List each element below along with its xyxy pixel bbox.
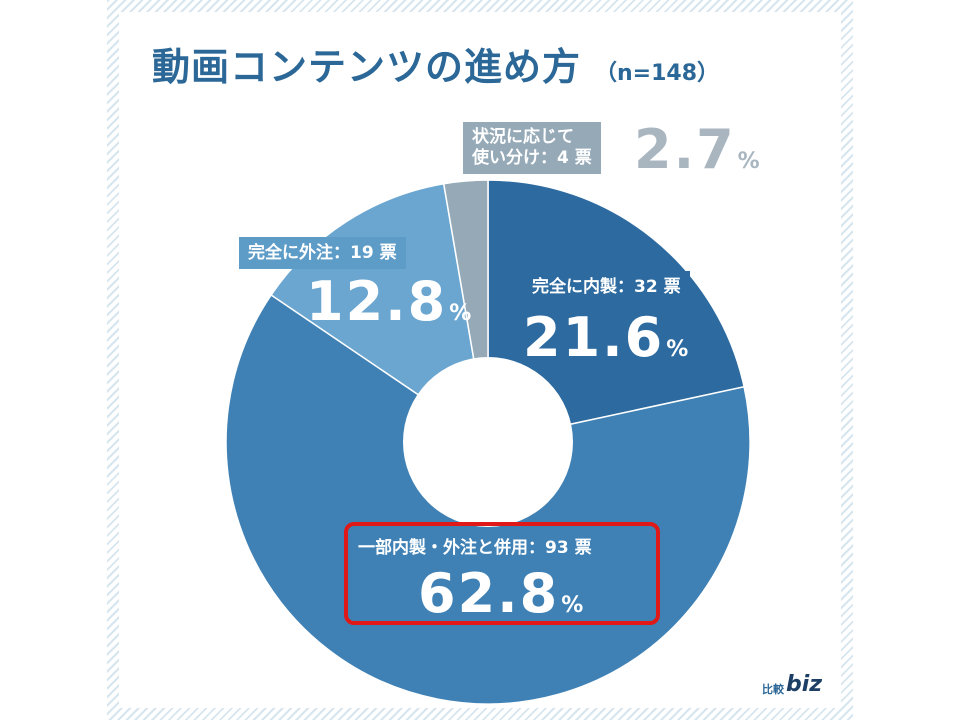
pct-value: 12.8 bbox=[306, 270, 448, 333]
slice-full-inhouse bbox=[487, 179, 746, 443]
slice-label-text: 完全に外注：19 票 bbox=[248, 243, 397, 263]
hikaku-biz-logo: 比較 biz bbox=[762, 674, 822, 696]
slice-label-full-outsource: 完全に外注：19 票 bbox=[239, 237, 406, 269]
slice-label-line: 使い分け：4 票 bbox=[472, 148, 592, 168]
slice-label-text: 完全に内製：32 票 bbox=[532, 277, 681, 297]
slice-label-text: 一部内製・外注と併用：93 票 bbox=[358, 538, 592, 558]
title-row: 動画コンテンツの進め方 （n=148） bbox=[152, 36, 719, 92]
pct-value: 2.7 bbox=[634, 118, 736, 181]
logo-jp-text: 比較 bbox=[762, 683, 784, 696]
slice-label-line: 状況に応じて bbox=[472, 127, 574, 147]
pct-value: 62.8 bbox=[418, 562, 560, 625]
sample-size: （n=148） bbox=[595, 61, 720, 86]
slice-pct-partial-outsource: 62.8% bbox=[418, 562, 583, 625]
pct-unit: % bbox=[449, 301, 472, 326]
slice-pct-case-by-case: 2.7% bbox=[634, 118, 760, 181]
slice-label-full-inhouse: 完全に内製：32 票 bbox=[523, 271, 690, 303]
pct-unit: % bbox=[561, 593, 584, 618]
logo-en-text: biz bbox=[786, 672, 823, 697]
pct-unit: % bbox=[666, 337, 689, 362]
chart-title: 動画コンテンツの進め方 bbox=[152, 45, 582, 89]
pct-unit: % bbox=[737, 149, 760, 174]
slice-label-partial-outsource: 一部内製・外注と併用：93 票 bbox=[349, 532, 601, 564]
slice-pct-full-outsource: 12.8% bbox=[306, 270, 471, 333]
donut-hole bbox=[403, 357, 573, 527]
highlight-frame bbox=[344, 522, 660, 625]
pct-value: 21.6 bbox=[523, 306, 665, 369]
slice-label-case-by-case: 状況に応じて 使い分け：4 票 bbox=[463, 122, 601, 174]
slice-pct-full-inhouse: 21.6% bbox=[523, 306, 688, 369]
